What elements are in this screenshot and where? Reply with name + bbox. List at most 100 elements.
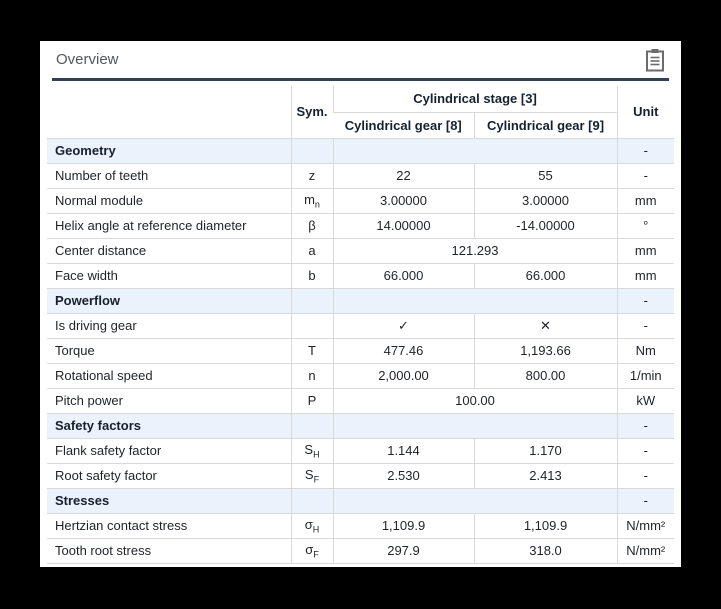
value-gear-8: ✓ <box>332 313 474 339</box>
symbol-base: S <box>304 441 314 457</box>
row-unit: 1/min <box>616 363 675 389</box>
table-header: Sym. Cylindrical stage [3] Unit Cylindri… <box>47 86 675 139</box>
row-unit: mm <box>616 238 675 264</box>
row-label: Hertzian contact stress <box>47 513 291 539</box>
row-symbol <box>290 413 333 439</box>
symbol-subscript: F <box>313 549 319 560</box>
value-gear-8: 297.9 <box>332 538 474 564</box>
overview-card: Overview Sym. Cylindrical stage [3] Unit <box>40 41 681 567</box>
section-row: Stresses - <box>47 488 675 514</box>
row-label: Tooth root stress <box>47 538 291 564</box>
row-symbol <box>290 288 333 314</box>
row-label: Is driving gear <box>47 313 291 339</box>
symbol-subscript: n <box>314 199 320 210</box>
row-label: Stresses <box>47 488 291 514</box>
row-symbol <box>290 488 333 514</box>
row-label: Rotational speed <box>47 363 291 389</box>
row-label: Helix angle at reference diameter <box>47 213 291 239</box>
clipboard-report-icon <box>645 48 665 72</box>
header-divider <box>52 78 669 81</box>
symbol-base: z <box>308 168 316 183</box>
row-label: Pitch power <box>47 388 291 414</box>
overview-table: Sym. Cylindrical stage [3] Unit Cylindri… <box>47 86 675 564</box>
table-row: Rotational speed n 2,000.00 800.00 1/min <box>47 363 675 389</box>
value-gear-9: 1,193.66 <box>473 338 618 364</box>
column-header-symbol: Sym. <box>290 86 333 139</box>
table-row: Helix angle at reference diameter β 14.000… <box>47 213 675 239</box>
row-symbol: n <box>290 363 333 389</box>
value-gear-9: 1,109.9 <box>473 513 618 539</box>
table-row: Center distance a 121.293 mm <box>47 238 675 264</box>
row-unit: N/mm² <box>616 513 675 539</box>
value-merged <box>332 138 618 164</box>
column-header-label <box>47 86 291 139</box>
row-symbol: a <box>290 238 333 264</box>
row-unit: - <box>616 138 675 164</box>
table-row: Is driving gear ✓ ✕ - <box>47 313 675 339</box>
value-gear-8: 1.144 <box>332 438 474 464</box>
row-symbol <box>290 138 333 164</box>
row-unit: mm <box>616 263 675 289</box>
row-unit: - <box>616 463 675 489</box>
symbol-base: a <box>308 243 316 258</box>
value-merged <box>332 413 618 439</box>
row-symbol: σH <box>290 513 333 539</box>
row-label: Face width <box>47 263 291 289</box>
value-gear-9: 800.00 <box>473 363 618 389</box>
row-unit: - <box>616 488 675 514</box>
section-row: Geometry - <box>47 138 675 164</box>
symbol-subscript: H <box>312 524 320 535</box>
column-header-stage: Cylindrical stage [3] <box>332 86 618 113</box>
value-gear-9: ✕ <box>473 313 618 339</box>
value-merged <box>332 288 618 314</box>
row-unit: - <box>616 413 675 439</box>
row-symbol: b <box>290 263 333 289</box>
row-symbol: mn <box>290 188 333 214</box>
value-gear-8: 3.00000 <box>332 188 474 214</box>
symbol-base: σ <box>305 541 314 557</box>
row-unit: mm <box>616 188 675 214</box>
row-unit: Nm <box>616 338 675 364</box>
row-symbol: β <box>290 213 333 239</box>
row-unit: - <box>616 288 675 314</box>
row-unit: kW <box>616 388 675 414</box>
copy-report-button[interactable] <box>641 46 669 74</box>
value-gear-9: 55 <box>473 163 618 189</box>
row-label: Center distance <box>47 238 291 264</box>
table-row: Normal module mn 3.00000 3.00000 mm <box>47 188 675 214</box>
symbol-subscript: H <box>313 449 320 460</box>
row-label: Number of teeth <box>47 163 291 189</box>
table-row: Torque T 477.46 1,193.66 Nm <box>47 338 675 364</box>
column-header-gear-8: Cylindrical gear [8] <box>333 112 474 139</box>
value-gear-8: 1,109.9 <box>332 513 474 539</box>
row-unit: - <box>616 438 675 464</box>
symbol-subscript: F <box>313 474 320 485</box>
value-gear-8: 2.530 <box>332 463 474 489</box>
value-gear-8: 2,000.00 <box>332 363 474 389</box>
symbol-base: n <box>308 368 316 383</box>
page-title: Overview <box>56 51 119 68</box>
row-unit: N/mm² <box>616 538 675 564</box>
row-label: Normal module <box>47 188 291 214</box>
value-gear-9: 66.000 <box>473 263 618 289</box>
section-row: Safety factors - <box>47 413 675 439</box>
row-unit: - <box>616 163 675 189</box>
value-gear-9: 2.413 <box>473 463 618 489</box>
row-symbol: T <box>290 338 333 364</box>
table-row: Root safety factor SF 2.530 2.413- <box>47 463 675 489</box>
row-symbol: SH <box>290 438 333 464</box>
row-label: Safety factors <box>47 413 291 439</box>
value-gear-8: 14.00000 <box>332 213 474 239</box>
card-header: Overview <box>40 41 681 78</box>
row-unit: ° <box>616 213 675 239</box>
value-merged: 121.293 <box>332 238 618 264</box>
row-symbol: P <box>290 388 333 414</box>
column-header-gear-9: Cylindrical gear [9] <box>473 112 618 139</box>
symbol-base: S <box>304 466 314 482</box>
table-body: Geometry - Number of teeth z 22 55- Normal mod… <box>47 138 675 564</box>
value-gear-8: 477.46 <box>332 338 474 364</box>
value-gear-8: 22 <box>332 163 474 189</box>
row-symbol: SF <box>290 463 333 489</box>
value-gear-9: -14.00000 <box>473 213 618 239</box>
row-label: Root safety factor <box>47 463 291 489</box>
